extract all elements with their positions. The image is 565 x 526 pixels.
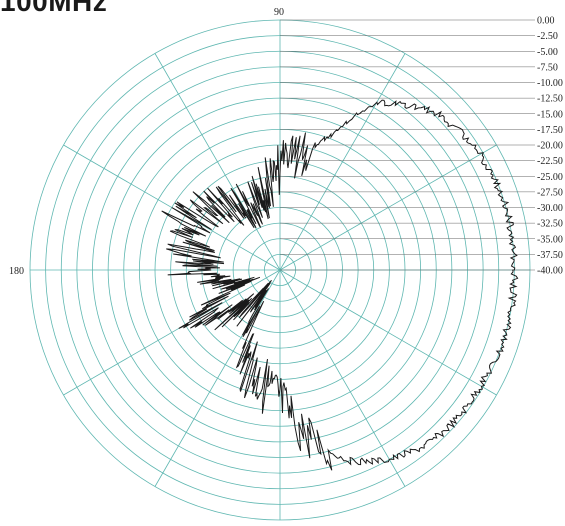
radial-tick-label: -5.00 (537, 47, 558, 58)
radial-tick-label: -30.00 (537, 203, 563, 214)
grid-spoke (279, 269, 497, 396)
radiation-pattern-trace (161, 99, 519, 471)
tick-leader-lines (280, 19, 535, 271)
radial-tick-label: -2.50 (537, 31, 558, 42)
grid-spoke (279, 269, 406, 487)
radial-tick-label: -17.50 (537, 125, 563, 136)
radial-tick-label: -15.00 (537, 109, 563, 120)
radial-tick-label: -27.50 (537, 187, 563, 198)
radial-tick-label: -35.00 (537, 234, 563, 245)
grid-spoke (63, 144, 281, 271)
radial-tick-label: -25.00 (537, 172, 563, 183)
radial-tick-label: -20.00 (537, 141, 563, 152)
grid-spoke (279, 53, 406, 271)
chart-title: 100MHz (0, 0, 108, 17)
radial-tick-label: -40.00 (537, 266, 563, 277)
radial-tick-label: -12.50 (537, 94, 563, 105)
radial-tick-label: -32.50 (537, 219, 563, 230)
radial-tick-labels: 0.00 -2.50 -5.00 -7.50 -10.00 -12.50 -15.00 -17… (537, 16, 563, 277)
radial-tick-label: -7.50 (537, 62, 558, 73)
radial-tick-label: 0.00 (537, 16, 555, 27)
radial-tick-label: -37.50 (537, 250, 563, 261)
radial-tick-label: -10.00 (537, 78, 563, 89)
grid-spoke (154, 53, 281, 271)
radial-tick-label: -22.50 (537, 156, 563, 167)
angle-label-180: 180 (9, 266, 24, 277)
grid-spoke (63, 269, 281, 396)
angle-label-90: 90 (274, 7, 284, 18)
